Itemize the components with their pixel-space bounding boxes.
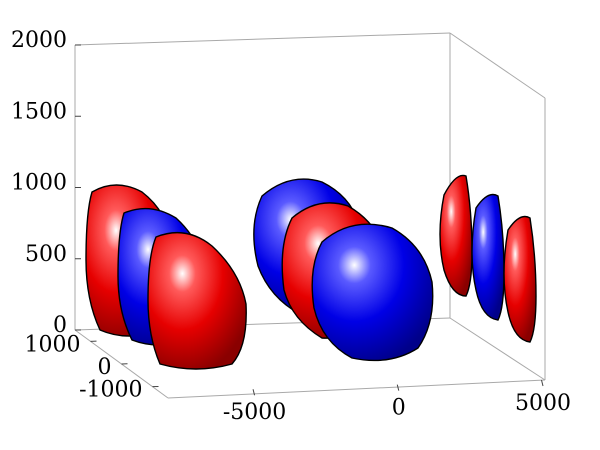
z-tick-label: 0 (53, 313, 67, 338)
x-tick-mark (541, 379, 544, 387)
box-floor-front-edge (167, 379, 546, 399)
z-tick-label: 1500 (11, 99, 67, 124)
x-tick-mark (252, 389, 256, 396)
lobe-right-back-red (439, 174, 473, 297)
x-tick-label: -5000 (223, 400, 286, 425)
x-tick-mark (396, 384, 400, 391)
lobe-right-front-red (503, 215, 537, 343)
z-axis: 0 500 1000 1500 2000 (11, 28, 81, 338)
lobe-left-front-red (147, 231, 247, 370)
y-tick-label: 0 (98, 355, 112, 380)
box-right-top-edge (449, 32, 546, 99)
box-floor-right-edge (449, 317, 546, 381)
x-axis: -5000 0 5000 (223, 379, 571, 425)
box-back-top-edge (74, 32, 451, 46)
z-tick-label: 500 (25, 242, 67, 267)
y-tick-label: -1000 (79, 378, 142, 403)
lobe-right-middle-blue (471, 193, 505, 321)
isosurface-lobes (85, 174, 537, 370)
z-tick-label: 1000 (11, 171, 67, 196)
lobe-center-front-blue (311, 223, 434, 362)
x-tick-label: 0 (392, 396, 406, 421)
y-tick-label: 1000 (25, 332, 81, 357)
z-tick-label: 2000 (11, 28, 67, 53)
x-tick-label: 5000 (515, 391, 571, 416)
